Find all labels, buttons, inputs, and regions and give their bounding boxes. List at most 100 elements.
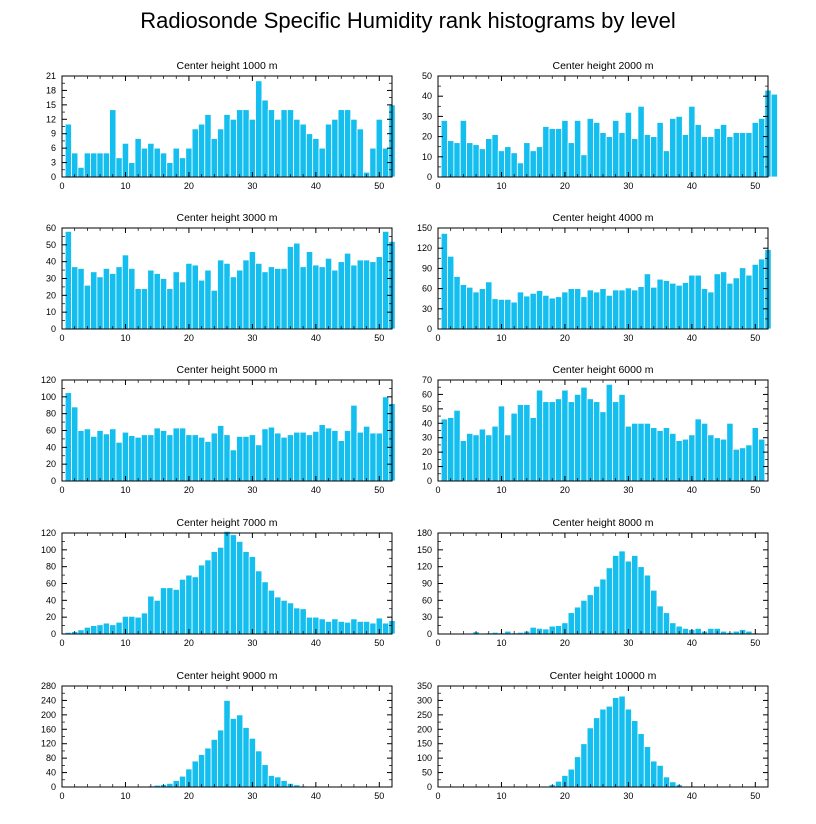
bar (561, 291, 569, 330)
bar (178, 157, 187, 178)
bar (185, 262, 193, 330)
bar (656, 122, 664, 178)
bar (324, 123, 333, 178)
bar (356, 620, 364, 635)
bar (510, 301, 518, 330)
bar (102, 433, 110, 482)
x-tick-label: 40 (687, 333, 697, 343)
x-tick-label: 40 (687, 638, 697, 648)
bar (707, 434, 715, 482)
bar (516, 291, 525, 330)
bar (688, 434, 696, 482)
bar (128, 162, 136, 178)
y-tick-label: 20 (46, 612, 56, 622)
panel-2: Center height 2000 m 0 10 20 30 40 50 0 10 20 30 40… (422, 60, 778, 191)
bar (497, 405, 506, 482)
bar (694, 418, 702, 482)
bar (529, 150, 537, 178)
y-tick-label: 6 (51, 143, 56, 153)
bar (472, 434, 480, 482)
bar (504, 434, 512, 482)
bar (90, 271, 98, 330)
bar (574, 120, 582, 178)
bar (64, 392, 72, 482)
bar (178, 427, 187, 482)
bar (299, 123, 307, 178)
bar (83, 284, 91, 330)
bar (529, 292, 537, 330)
bar (153, 599, 161, 635)
bar (242, 727, 250, 788)
y-tick-label: 30 (422, 433, 432, 443)
bar (624, 287, 632, 330)
x-tick-label: 20 (560, 333, 570, 343)
bar (612, 697, 620, 788)
bar (491, 134, 499, 178)
bar (128, 267, 136, 330)
bar (267, 775, 275, 788)
bar (343, 430, 352, 482)
bar (618, 289, 626, 330)
bar (77, 629, 85, 635)
bar (229, 276, 237, 330)
bar (343, 109, 352, 178)
bar (324, 257, 333, 330)
y-tick-label: 15 (46, 100, 56, 110)
y-tick-label: 0 (51, 324, 56, 334)
x-tick-label: 10 (120, 638, 130, 648)
bar (185, 574, 193, 635)
bar (223, 530, 231, 635)
x-tick-label: 50 (374, 791, 384, 801)
bar (153, 427, 161, 482)
x-tick-label: 30 (247, 791, 257, 801)
bar (574, 288, 582, 330)
x-tick-label: 20 (560, 485, 570, 495)
bar (223, 114, 231, 178)
panel-title: Center height 7000 m (177, 517, 278, 529)
x-tick-label: 50 (750, 181, 760, 191)
bar (153, 147, 161, 178)
bar (466, 286, 474, 330)
x-tick-label: 20 (184, 791, 194, 801)
bar (274, 267, 282, 330)
bar (236, 269, 244, 330)
bar (198, 123, 206, 178)
bar (548, 297, 556, 330)
bar (694, 124, 702, 178)
bar (631, 422, 639, 482)
bar (599, 132, 607, 178)
bar (485, 434, 493, 482)
bar (650, 760, 658, 788)
bar (147, 269, 155, 330)
bar (732, 132, 740, 178)
x-tick-label: 10 (496, 638, 506, 648)
x-tick-label: 40 (311, 638, 321, 648)
bar (331, 430, 339, 482)
bar (350, 118, 358, 178)
bar (363, 259, 371, 330)
bar (758, 438, 766, 482)
x-tick-label: 0 (59, 485, 64, 495)
bar (204, 269, 212, 330)
bar (172, 147, 180, 178)
bar (210, 738, 218, 788)
y-tick-label: 40 (46, 768, 56, 778)
bar (529, 417, 537, 482)
y-tick-label: 20 (422, 132, 432, 142)
bar (535, 146, 544, 178)
bar (675, 116, 683, 178)
bar (324, 427, 333, 482)
bar (720, 124, 728, 178)
y-tick-label: 80 (46, 409, 56, 419)
bar (618, 695, 626, 788)
y-tick-label: 20 (46, 459, 56, 469)
panel-title: Center height 8000 m (553, 517, 654, 529)
bar (109, 109, 117, 178)
bar (159, 278, 168, 330)
y-tick-label: 180 (417, 528, 432, 538)
bar (624, 560, 632, 635)
bar (115, 621, 123, 635)
bar (593, 585, 601, 635)
bar (109, 273, 117, 330)
